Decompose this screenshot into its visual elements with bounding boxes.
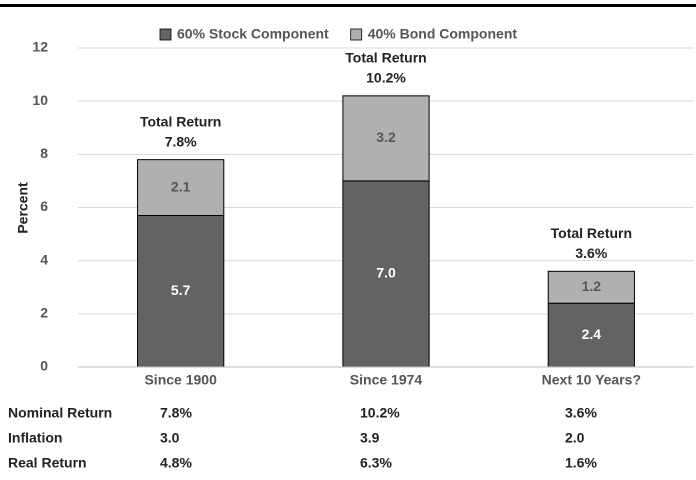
table-cell: Nominal Return — [8, 405, 112, 421]
total-title: Total Return — [345, 50, 426, 66]
table-cell: 6.3% — [360, 455, 392, 471]
y-tick-label: 8 — [40, 145, 48, 161]
table-cell: 7.8% — [160, 405, 192, 421]
table-cell: 3.9 — [360, 430, 380, 446]
bar-segment — [137, 159, 225, 216]
x-tick-label: Since 1900 — [144, 372, 217, 388]
y-tick-label: 6 — [40, 198, 48, 214]
bar-segment — [342, 95, 430, 182]
y-axis-label: Percent — [15, 182, 31, 234]
y-tick-label: 4 — [40, 251, 48, 267]
value-label: 5.7 — [171, 282, 191, 298]
legend-label: 60% Stock Component — [177, 26, 329, 42]
bar-segment — [342, 180, 430, 368]
table-cell: 3.0 — [160, 430, 180, 446]
y-tick-label: 0 — [40, 358, 48, 374]
table-cell: Real Return — [8, 455, 87, 471]
table-cell: 1.6% — [565, 455, 597, 471]
table-cell: 2.0 — [565, 430, 585, 446]
table-cell: 3.6% — [565, 405, 597, 421]
table-cell: 10.2% — [360, 405, 400, 421]
table-cell: 4.8% — [160, 455, 192, 471]
legend-label: 40% Bond Component — [368, 26, 518, 42]
value-label: 3.2 — [376, 129, 396, 145]
value-label: 1.2 — [582, 278, 602, 294]
total-title: Total Return — [551, 225, 632, 241]
y-tick-label: 10 — [32, 92, 48, 108]
value-label: 2.4 — [582, 326, 602, 342]
value-label: 7.0 — [376, 265, 396, 281]
legend-swatch — [159, 28, 172, 41]
legend-swatch — [350, 28, 363, 41]
value-label: 2.1 — [171, 178, 191, 194]
bar-segment — [547, 302, 635, 368]
x-tick-label: Since 1974 — [350, 372, 423, 388]
total-label: 7.8% — [165, 133, 197, 149]
total-title: Total Return — [140, 113, 221, 129]
x-tick-label: Next 10 Years? — [542, 372, 641, 388]
table-cell: Inflation — [8, 430, 62, 446]
y-tick-label: 2 — [40, 305, 48, 321]
total-label: 10.2% — [366, 70, 406, 86]
bar-segment — [547, 270, 635, 304]
top-rule — [0, 4, 696, 7]
total-label: 3.6% — [575, 245, 607, 261]
y-tick-label: 12 — [32, 39, 48, 55]
